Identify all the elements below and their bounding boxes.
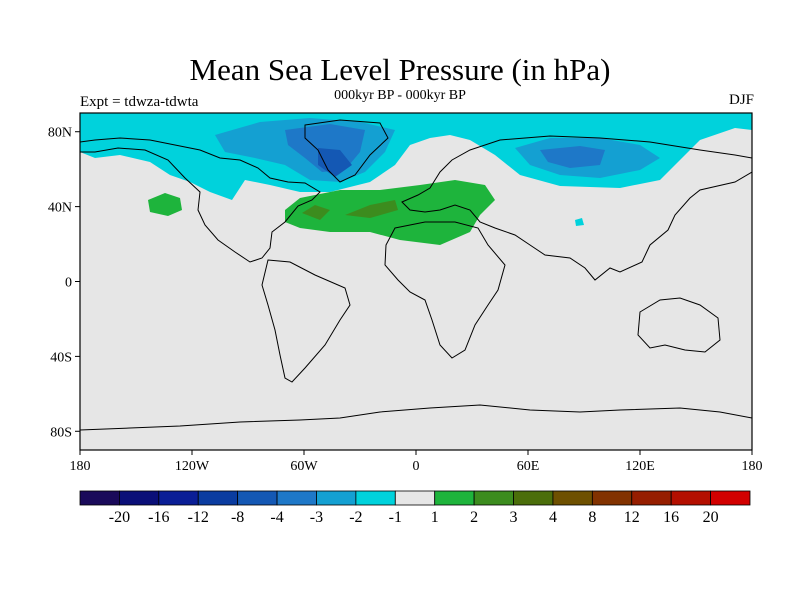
coastlines bbox=[80, 119, 752, 431]
anomaly-atlantic-high-core-2 bbox=[345, 200, 398, 218]
lat-tick-label: 80S bbox=[50, 425, 72, 440]
coastline-greenland bbox=[304, 119, 389, 183]
colorbar-swatch bbox=[237, 490, 278, 506]
pressure-anomaly-fills bbox=[80, 113, 752, 245]
experiment-label: Expt = tdwza-tdwta bbox=[80, 94, 199, 110]
longitude-axis: 180 120W 60W 0 60E 120E 180 bbox=[70, 450, 763, 474]
coastline-eurasia bbox=[401, 135, 752, 281]
anomaly-atlantic-high-core-1 bbox=[302, 205, 330, 220]
colorbar-label: 20 bbox=[703, 509, 719, 526]
colorbar-label: -8 bbox=[231, 509, 244, 526]
lon-tick-label: 0 bbox=[413, 459, 420, 474]
colorbar-swatch bbox=[434, 490, 475, 506]
colorbar-swatch bbox=[513, 490, 554, 506]
latitude-axis: 80N 40N 0 40S 80S bbox=[48, 126, 80, 440]
colorbar-label: 16 bbox=[663, 509, 679, 526]
colorbar-label: 1 bbox=[431, 509, 439, 526]
colorbar-swatch bbox=[119, 490, 160, 506]
colorbar-swatch bbox=[394, 490, 436, 506]
lon-tick-label: 120E bbox=[625, 459, 655, 474]
colorbar-swatch bbox=[316, 490, 357, 506]
coastline-north-america bbox=[80, 137, 321, 263]
lat-tick-label: 40S bbox=[50, 350, 72, 365]
colorbar-swatch bbox=[591, 490, 633, 506]
coastline-australia bbox=[637, 297, 721, 353]
plot-title: Mean Sea Level Pressure (in hPa) bbox=[189, 52, 611, 87]
lat-tick-label: 80N bbox=[48, 126, 72, 141]
lon-tick-label: 60E bbox=[517, 459, 540, 474]
anomaly-greenland-low-center bbox=[318, 148, 352, 177]
lat-tick-label: 0 bbox=[65, 276, 72, 291]
colorbar-swatch bbox=[670, 490, 711, 506]
colorbar-label: -20 bbox=[109, 509, 130, 526]
colorbar-label: 3 bbox=[510, 509, 518, 526]
lon-tick-label: 180 bbox=[742, 459, 763, 474]
colorbar-label: 4 bbox=[549, 509, 557, 526]
coastline-south-america bbox=[261, 259, 351, 383]
colorbar-label: -16 bbox=[148, 509, 169, 526]
colorbar-swatch bbox=[631, 490, 672, 506]
colorbar-label: -4 bbox=[270, 509, 283, 526]
anomaly-atlantic-high bbox=[285, 180, 495, 245]
colorbar-label: 8 bbox=[588, 509, 596, 526]
lat-tick-label: 40N bbox=[48, 201, 72, 216]
coastline-africa bbox=[384, 221, 506, 359]
anomaly-north-pacific-high bbox=[148, 193, 182, 216]
colorbar-label: -2 bbox=[349, 509, 362, 526]
lon-tick-label: 120W bbox=[175, 459, 210, 474]
anomaly-siberian-low-core bbox=[540, 146, 605, 168]
colorbar: -20 -16 -12 -8 -4 -3 -2 -1 1 2 3 4 8 12 16 20 bbox=[79, 490, 751, 526]
lon-tick-label: 180 bbox=[70, 459, 91, 474]
colorbar-label: 2 bbox=[470, 509, 478, 526]
lon-tick-label: 60W bbox=[290, 459, 318, 474]
colorbar-swatch bbox=[197, 490, 239, 506]
colorbar-swatch bbox=[710, 490, 751, 506]
colorbar-swatch bbox=[276, 490, 317, 506]
colorbar-swatch bbox=[158, 490, 199, 506]
season-label: DJF bbox=[728, 92, 754, 108]
colorbar-swatch bbox=[552, 490, 593, 506]
plot-subtitle: 000kyr BP - 000kyr BP bbox=[334, 88, 466, 103]
colorbar-swatch bbox=[473, 490, 514, 506]
colorbar-label: -12 bbox=[188, 509, 209, 526]
colorbar-label: 12 bbox=[624, 509, 640, 526]
colorbar-swatch bbox=[355, 490, 396, 506]
anomaly-pacific-patch bbox=[575, 218, 584, 226]
colorbar-swatch bbox=[79, 490, 120, 506]
coastline-antarctica bbox=[80, 404, 752, 431]
colorbar-label: -3 bbox=[310, 509, 323, 526]
colorbar-label: -1 bbox=[389, 509, 402, 526]
